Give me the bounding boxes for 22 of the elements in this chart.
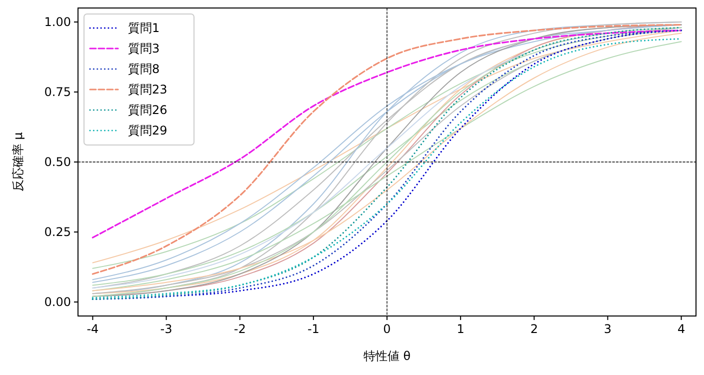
legend-label: 質問1 [128,21,160,35]
y-axis-title: 反応確率 μ [11,132,25,192]
x-tick-label: -2 [234,322,246,336]
legend-label: 質問3 [128,42,160,56]
y-tick-label: 1.00 [44,15,71,29]
x-tick-label: -1 [307,322,320,336]
x-tick-label: -4 [86,322,99,336]
legend-label: 質問23 [128,82,168,96]
x-tick-label: 1 [456,322,464,336]
legend-label: 質問29 [128,124,168,138]
y-tick-label: 0.75 [44,85,71,99]
x-tick-label: 0 [383,322,391,336]
x-axis-title: 特性値 θ [363,349,411,363]
y-tick-label: 0.50 [44,155,71,169]
legend-label: 質問26 [128,103,168,117]
legend-label: 質問8 [128,62,160,76]
y-tick-label: 0.00 [44,295,71,309]
y-tick-label: 0.25 [44,225,71,239]
x-tick-label: 3 [604,322,612,336]
x-tick-label: 2 [530,322,538,336]
x-tick-label: -3 [160,322,172,336]
x-tick-label: 4 [677,322,686,336]
